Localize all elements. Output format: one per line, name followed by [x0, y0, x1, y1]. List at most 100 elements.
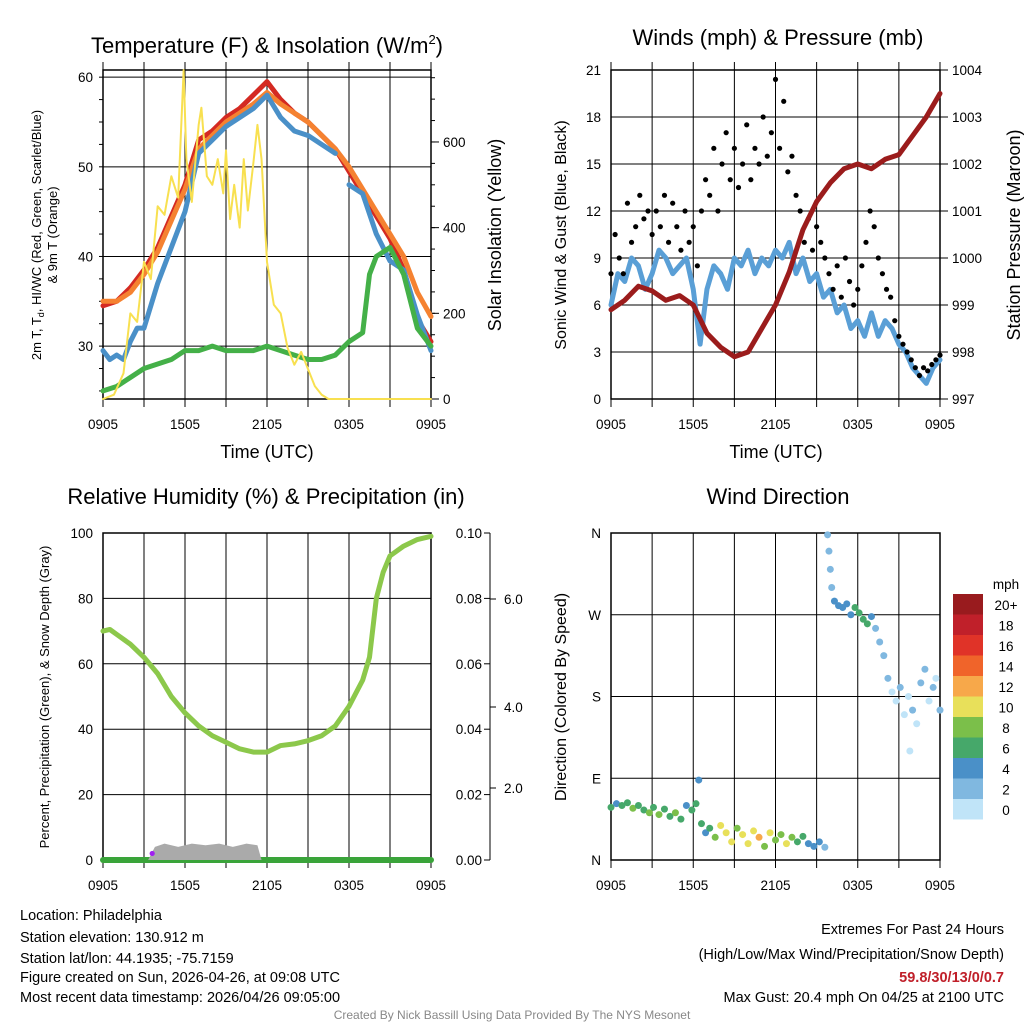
plot-frame: [610, 532, 941, 861]
wind-direction-point: [782, 840, 790, 848]
wind-direction-point: [744, 840, 752, 848]
legend-label: 6: [1002, 742, 1010, 757]
gust-point: [809, 247, 816, 253]
snow-tick-label: 6.0: [504, 592, 523, 607]
temp-xlabel: Time (UTC): [220, 442, 313, 462]
wind-direction-point: [904, 693, 912, 700]
y2-tick-label: 400: [443, 221, 466, 236]
gust-point: [756, 161, 762, 167]
y-tick-label: W: [588, 608, 601, 623]
y-tick-label: E: [592, 771, 601, 786]
dewpoint-line: [100, 244, 434, 394]
wind-direction-point: [900, 711, 908, 719]
credit-line: Created By Nick Bassill Using Data Provi…: [334, 1008, 691, 1022]
gust-point: [838, 294, 844, 300]
y-tick-label: 0: [85, 853, 93, 868]
snow-depth-area: [148, 843, 262, 860]
gust-point: [682, 208, 688, 214]
gust-point: [707, 192, 713, 198]
wind-direction-point: [888, 688, 896, 696]
wind-direction-point: [766, 829, 774, 837]
x-tick-label: 0305: [843, 878, 873, 893]
wind-direction-point: [909, 706, 917, 714]
precip-tick-label: 0.08: [456, 591, 482, 606]
extremes-subtitle: (High/Low/Max Wind/Precipitation/Snow De…: [699, 947, 1004, 963]
precip-tick-label: 0.00: [456, 853, 482, 868]
x-tick-label: 1505: [678, 878, 708, 893]
y2-tick-label: 1000: [952, 251, 982, 266]
wind-direction-point: [936, 706, 944, 714]
gust-point: [879, 271, 886, 277]
legend-swatch: [953, 758, 983, 779]
gust-point: [723, 130, 729, 136]
gust-point: [727, 177, 733, 183]
9m-t-line: [100, 89, 434, 320]
temp-y2label: Solar Insolation (Yellow): [485, 139, 505, 331]
legend-label: 10: [998, 701, 1013, 716]
y2-tick-label: 200: [443, 306, 466, 321]
x-tick-label: 2105: [760, 878, 790, 893]
wind-direction-point: [755, 833, 763, 841]
y-tick-label: 6: [593, 298, 601, 313]
wind-direction-point: [677, 815, 685, 823]
wind-direction-point: [799, 832, 807, 840]
gust-point: [789, 153, 795, 159]
wind-direction-point: [692, 800, 700, 808]
wind-direction-point: [929, 683, 937, 691]
gust-point: [772, 76, 779, 82]
gust-point: [855, 286, 861, 292]
y-tick-label: N: [591, 853, 601, 868]
x-tick-label: 2105: [252, 878, 282, 893]
plot-frame: [102, 69, 432, 400]
gust-point: [818, 239, 824, 245]
temp-ylabel-line2: & 9m T (Orange): [45, 186, 60, 283]
precip-tick-label: 0.02: [456, 788, 482, 803]
y-tick-label: 100: [70, 526, 93, 541]
gust-point: [883, 286, 890, 292]
gust-point: [900, 341, 906, 347]
y2-tick-label: 1002: [952, 157, 982, 172]
gust-point: [830, 286, 836, 292]
rh-chart-title: Relative Humidity (%) & Precipitation (i…: [67, 484, 464, 509]
x-tick-label: 1505: [170, 417, 200, 432]
wind-direction-point: [859, 615, 867, 623]
pressure-line: [608, 91, 943, 360]
wind-direction-point: [612, 800, 620, 808]
gust-point: [764, 153, 770, 159]
y-tick-label: 60: [78, 657, 93, 672]
wind-direction-point: [863, 620, 871, 628]
wind-direction-point: [717, 821, 725, 829]
relative-humidity-line: [100, 533, 434, 755]
wind-direction-point: [896, 683, 904, 691]
gust-point: [620, 271, 626, 277]
gust-point: [846, 278, 853, 285]
x-tick-label: 0905: [596, 417, 626, 432]
y-tick-label: 80: [78, 591, 93, 606]
x-tick-label: 0905: [416, 417, 446, 432]
y2-tick-label: 1003: [952, 110, 982, 125]
wind-direction-point: [788, 833, 796, 841]
legend-swatch: [953, 737, 983, 758]
solar-insolation-line: [102, 69, 432, 400]
extremes-title: Extremes For Past 24 Hours: [821, 922, 1004, 938]
wind-plot: 0905 1505 2105 0305 0905 0 3 6 9 12 15 18 21 997 998 99…: [586, 62, 983, 432]
wind-direction-point: [777, 831, 785, 839]
gust-point: [904, 349, 910, 355]
snow-tick-label: 4.0: [504, 700, 523, 715]
wind-direction-point: [660, 805, 668, 813]
gust-point: [657, 224, 663, 230]
legend-swatch: [953, 614, 983, 635]
footer-recent: Most recent data timestamp: 2026/04/26 0…: [20, 990, 340, 1006]
gust-point: [686, 239, 692, 245]
x-tick-label: 0905: [416, 878, 446, 893]
gust-point: [702, 177, 709, 183]
x-tick-label: 0305: [334, 417, 364, 432]
y2-tick-label: 999: [952, 298, 975, 313]
wind-direction-point: [697, 820, 705, 828]
gust-point: [735, 184, 742, 191]
gust-point: [645, 208, 651, 214]
wind-direction-point: [750, 827, 758, 835]
wind-direction-point: [847, 611, 855, 619]
